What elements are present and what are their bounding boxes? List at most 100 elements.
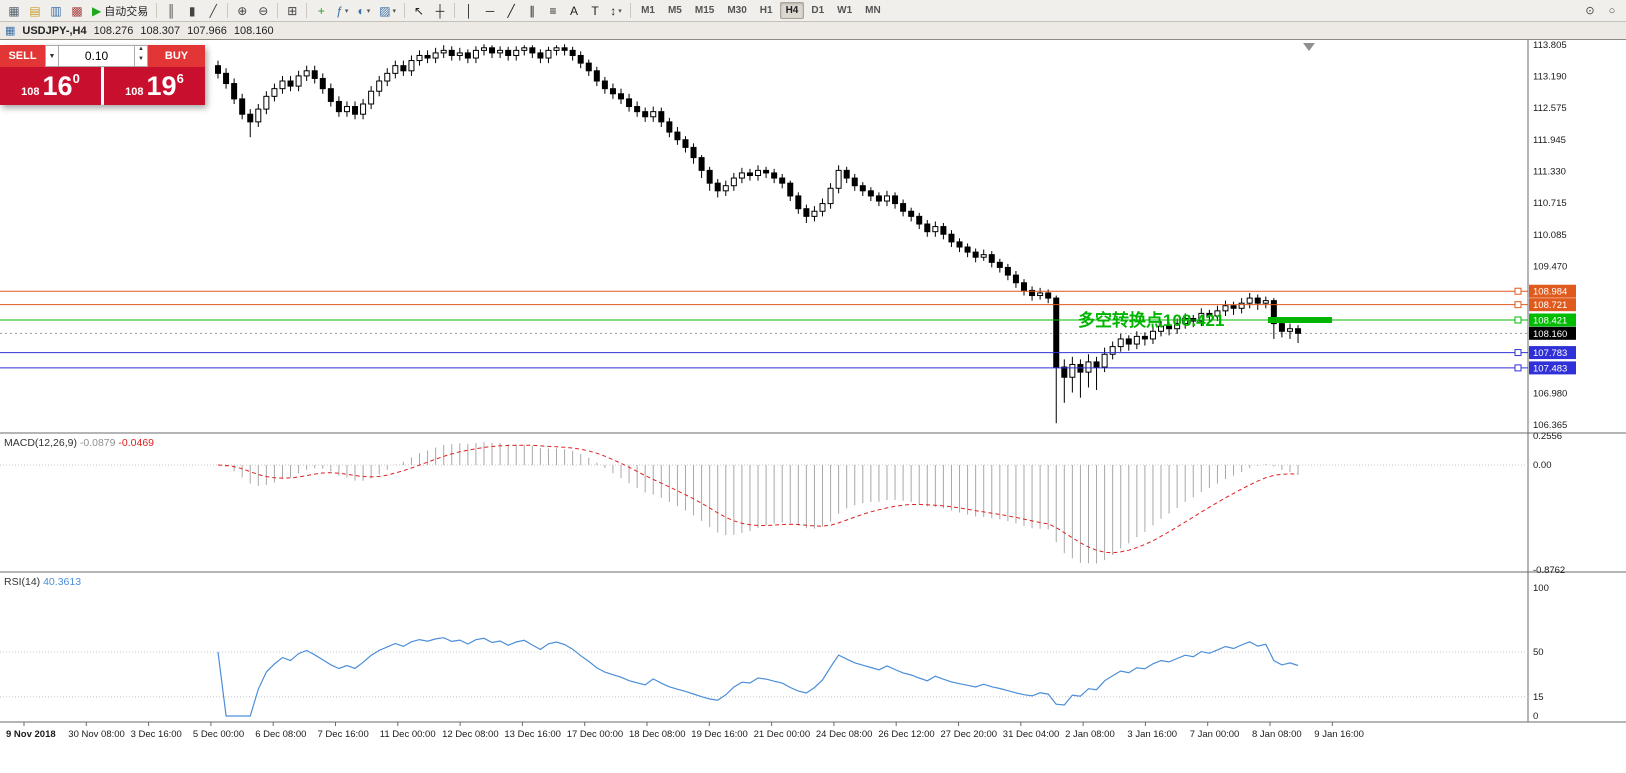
line-handle[interactable]	[1514, 287, 1522, 295]
toolbar-separator	[404, 3, 406, 18]
dropdown-arrow-icon[interactable]: ▾	[392, 7, 397, 15]
price-axis: 113.805 113.190 112.575 111.945 111.330 110.7…	[1529, 40, 1576, 431]
price-tick-label: 111.945	[1533, 135, 1566, 146]
channel-icon[interactable]: ∥	[522, 2, 542, 20]
timeframe-mn[interactable]: MN	[865, 5, 881, 16]
macd-signal-line	[217, 444, 1299, 554]
autotrading-glyph: ▶	[92, 3, 102, 18]
ask-prefix: 108	[125, 86, 144, 98]
chart-area[interactable]: 多空转换点108.421 113.805 113.190 112.575 111.945…	[0, 40, 1626, 773]
volume-dropdown-icon[interactable]: ▼	[45, 45, 59, 67]
zoom-out-icon[interactable]: ⊖	[253, 2, 273, 20]
cursor-icon[interactable]: ↖	[409, 2, 429, 20]
templates-icon-glyph: ▨	[379, 3, 391, 18]
zoom-in-icon-glyph: ⊕	[237, 3, 248, 18]
tile-windows-icon-glyph: ⊞	[287, 3, 298, 18]
terminal-icon[interactable]: ▦	[4, 2, 24, 20]
dropdown-arrow-icon[interactable]: ▾	[618, 7, 622, 15]
buy-price-button[interactable]: 108 19 6	[104, 67, 205, 105]
volume-input[interactable]	[59, 45, 135, 67]
price-tick-label: 110.715	[1533, 198, 1567, 209]
time-axis-label: 18 Dec 08:00	[629, 729, 686, 740]
buy-button[interactable]: BUY	[148, 45, 205, 67]
pivot-annotation[interactable]: 多空转换点108.421	[1078, 310, 1332, 330]
price-level-badge	[1529, 284, 1576, 298]
toolbar-right-group: ⊙ ○	[1580, 2, 1622, 20]
price-level-badge	[1529, 326, 1576, 340]
channel-icon-glyph: ∥	[529, 3, 536, 18]
line-handle[interactable]	[1514, 364, 1522, 372]
rsi-scale-label: 100	[1533, 583, 1549, 594]
price-tick-label: 113.190	[1533, 71, 1567, 82]
charts-icon[interactable]: ▩	[67, 2, 87, 20]
toolbar-separator	[277, 3, 279, 18]
horizontal-line-icon[interactable]: ─	[480, 2, 500, 20]
timeframe-m1[interactable]: M1	[641, 5, 655, 16]
toolbar-separator	[306, 3, 308, 18]
timeframe-d1[interactable]: D1	[811, 5, 825, 16]
tile-windows-icon[interactable]: ⊞	[282, 2, 302, 20]
new-order-icon[interactable]: ▤	[25, 2, 45, 20]
community-icon[interactable]: ○	[1608, 4, 1616, 17]
time-axis[interactable]: 9 Nov 2018 30 Nov 08:00 3 Dec 16:00 5 Dec 0…	[6, 722, 1364, 740]
timeframe-h1[interactable]: H1	[759, 5, 773, 16]
toolbar-separator	[630, 3, 632, 18]
line-chart-icon[interactable]: ╱	[203, 2, 223, 20]
dropdown-arrow-icon[interactable]: ▾	[344, 7, 349, 15]
autotrading-button[interactable]: ▶ 自动交易	[88, 2, 152, 20]
new-chart-icon[interactable]: +	[311, 2, 331, 20]
rsi-scale-label: 50	[1533, 647, 1544, 658]
indicators-icon[interactable]: ƒ ▾	[332, 2, 352, 20]
ohlc-bars-icon[interactable]: ║	[161, 2, 181, 20]
templates-icon[interactable]: ▨ ▾	[375, 2, 400, 20]
timeframe-h4[interactable]: H4	[779, 2, 805, 19]
trendline-icon[interactable]: ╱	[501, 2, 521, 20]
time-axis-label: 3 Jan 16:00	[1127, 729, 1177, 740]
toolbar-separator	[454, 3, 456, 18]
line-handle[interactable]	[1514, 316, 1522, 324]
chart-frame	[0, 40, 1626, 723]
text-icon[interactable]: A	[564, 2, 584, 20]
volume-down-icon[interactable]: ▼	[138, 56, 144, 62]
volume-stepper[interactable]: ▲ ▼	[135, 45, 148, 67]
time-axis-label: 12 Dec 08:00	[442, 729, 499, 740]
terminal-icon-glyph: ▦	[8, 3, 20, 18]
time-axis-label: 17 Dec 00:00	[567, 729, 624, 740]
text-icon-glyph: A	[570, 3, 579, 18]
ohlc-bars-icon-glyph: ║	[166, 3, 176, 18]
zoom-in-icon[interactable]: ⊕	[232, 2, 252, 20]
timeframe-w1[interactable]: W1	[837, 5, 853, 16]
volume-up-icon[interactable]: ▲	[138, 46, 144, 52]
bid-prefix: 108	[21, 86, 40, 98]
label-icon[interactable]: T	[585, 2, 605, 20]
crosshair-icon[interactable]: ┼	[430, 2, 450, 20]
chart-window-icon: ▦	[5, 25, 16, 37]
horizontal-line-icon-glyph: ─	[485, 3, 495, 18]
periods-icon[interactable]: ◐ ▾	[353, 2, 374, 20]
timeframe-m15[interactable]: M15	[694, 5, 715, 16]
candlestick-chart-icon[interactable]: ▮	[182, 2, 202, 20]
sell-price-button[interactable]: 108 16 0	[0, 67, 101, 105]
scroll-to-end-marker[interactable]	[1303, 43, 1315, 51]
timeframe-m5[interactable]: M5	[667, 5, 682, 16]
line-handle[interactable]	[1514, 301, 1522, 309]
vertical-line-icon-glyph: │	[465, 3, 473, 18]
toolbar-separator	[227, 3, 229, 18]
time-axis-label: 13 Dec 16:00	[504, 729, 561, 740]
magnifier-icon[interactable]: ⊙	[1585, 5, 1595, 17]
dropdown-arrow-icon[interactable]: ▾	[366, 7, 371, 15]
timeframe-m30[interactable]: M30	[727, 5, 747, 16]
macd-panel: 0.2556 0.00 -0.8762 MACD(12,26,9) -0.0879 -…	[0, 431, 1565, 576]
time-axis-label: 27 Dec 20:00	[941, 729, 998, 740]
autotrading-label: 自动交易	[104, 5, 149, 18]
vertical-line-icon[interactable]: │	[459, 2, 479, 20]
label-icon-glyph: T	[591, 3, 599, 18]
arrows-icon[interactable]: ↕ ▾	[606, 2, 626, 20]
line-handle[interactable]	[1514, 349, 1522, 357]
fibonacci-icon[interactable]: ≡	[543, 2, 563, 20]
market-watch-icon[interactable]: ▥	[46, 2, 66, 20]
sell-button[interactable]: SELL	[0, 45, 45, 67]
price-level-badge	[1529, 361, 1576, 375]
pivot-annotation-text[interactable]: 多空转换点108.421	[1078, 310, 1224, 330]
time-axis-label: 11 Dec 00:00	[380, 729, 436, 740]
